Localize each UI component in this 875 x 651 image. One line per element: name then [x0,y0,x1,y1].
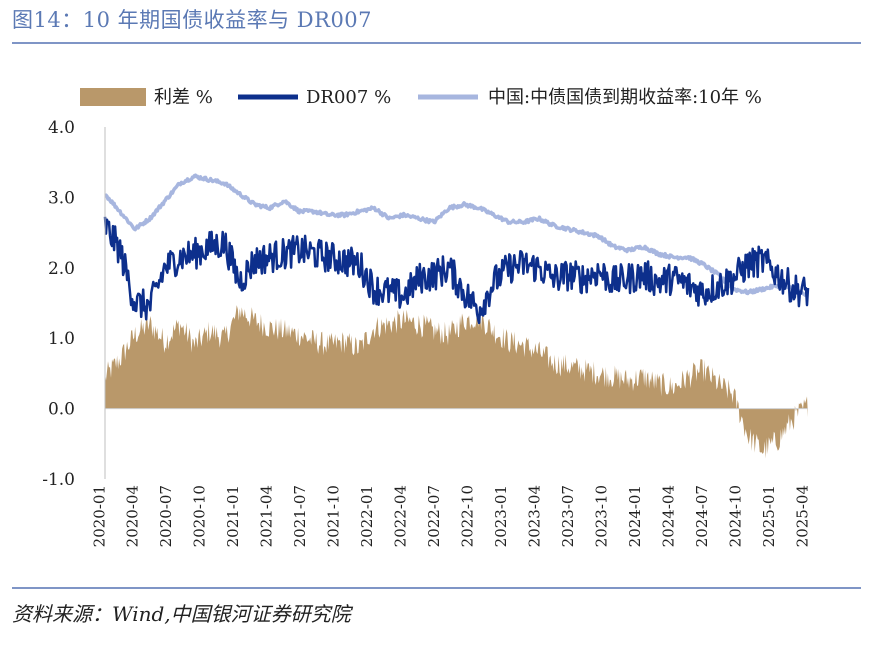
legend: 利差 % DR007 % 中国:中债国债到期收益率:10年 % [80,87,762,108]
x-tick-label: 2020-07 [157,485,175,547]
x-tick-label: 2024-07 [693,485,711,547]
bond10y-line-layer [104,173,809,297]
legend-swatch-spread [80,88,146,106]
x-tick-label: 2024-04 [659,485,677,547]
x-tick-label: 2024-01 [626,485,644,547]
x-tick-label: 2021-04 [258,485,276,547]
x-tick-label: 2022-04 [392,485,410,547]
x-tick-label: 2025-01 [760,485,778,547]
x-tick-label: 2020-01 [90,485,108,547]
x-tick-label: 2022-07 [425,485,443,547]
x-tick-label: 2020-04 [124,485,142,547]
x-tick-label: 2022-10 [458,485,476,547]
x-tick-label: 2023-07 [559,485,577,547]
x-tick-label: 2021-10 [325,485,343,547]
legend-label-bond10y: 中国:中债国债到期收益率:10年 % [488,87,762,108]
y-axis-ticks: 4.0 3.0 2.0 1.0 0.0 -1.0 [42,118,75,490]
dr007-line [103,216,810,325]
bond10y-line [104,173,809,297]
y-tick-label: 0.0 [48,400,75,420]
y-tick-label: 1.0 [48,329,75,349]
dr007-line-layer [103,216,810,325]
x-tick-label: 2021-07 [291,485,309,547]
spread-area-layer [105,305,808,459]
source-note: 资料来源：Wind,中国银河证券研究院 [12,602,351,626]
x-axis-ticks: 2020-01 2020-04 2020-07 2020-10 2021-01 2021-… [90,485,811,547]
x-tick-label: 2023-04 [525,485,543,547]
spread-area [105,305,808,459]
legend-label-dr007: DR007 % [306,87,391,108]
footer-divider [12,587,861,589]
y-tick-label: 4.0 [48,118,75,138]
x-tick-label: 2025-04 [793,485,811,547]
x-tick-label: 2024-10 [726,485,744,547]
x-tick-label: 2021-01 [224,485,242,547]
y-tick-label: 3.0 [48,188,75,208]
chart-title: 图14：10 年期国债收益率与 DR007 [12,8,373,32]
x-tick-label: 2022-01 [358,485,376,547]
legend-label-spread: 利差 % [154,87,213,108]
x-tick-label: 2020-10 [191,485,209,547]
title-divider [12,42,861,44]
x-tick-label: 2023-10 [592,485,610,547]
y-tick-label: 2.0 [48,259,75,279]
y-tick-label: -1.0 [42,470,75,490]
x-tick-label: 2023-01 [492,485,510,547]
